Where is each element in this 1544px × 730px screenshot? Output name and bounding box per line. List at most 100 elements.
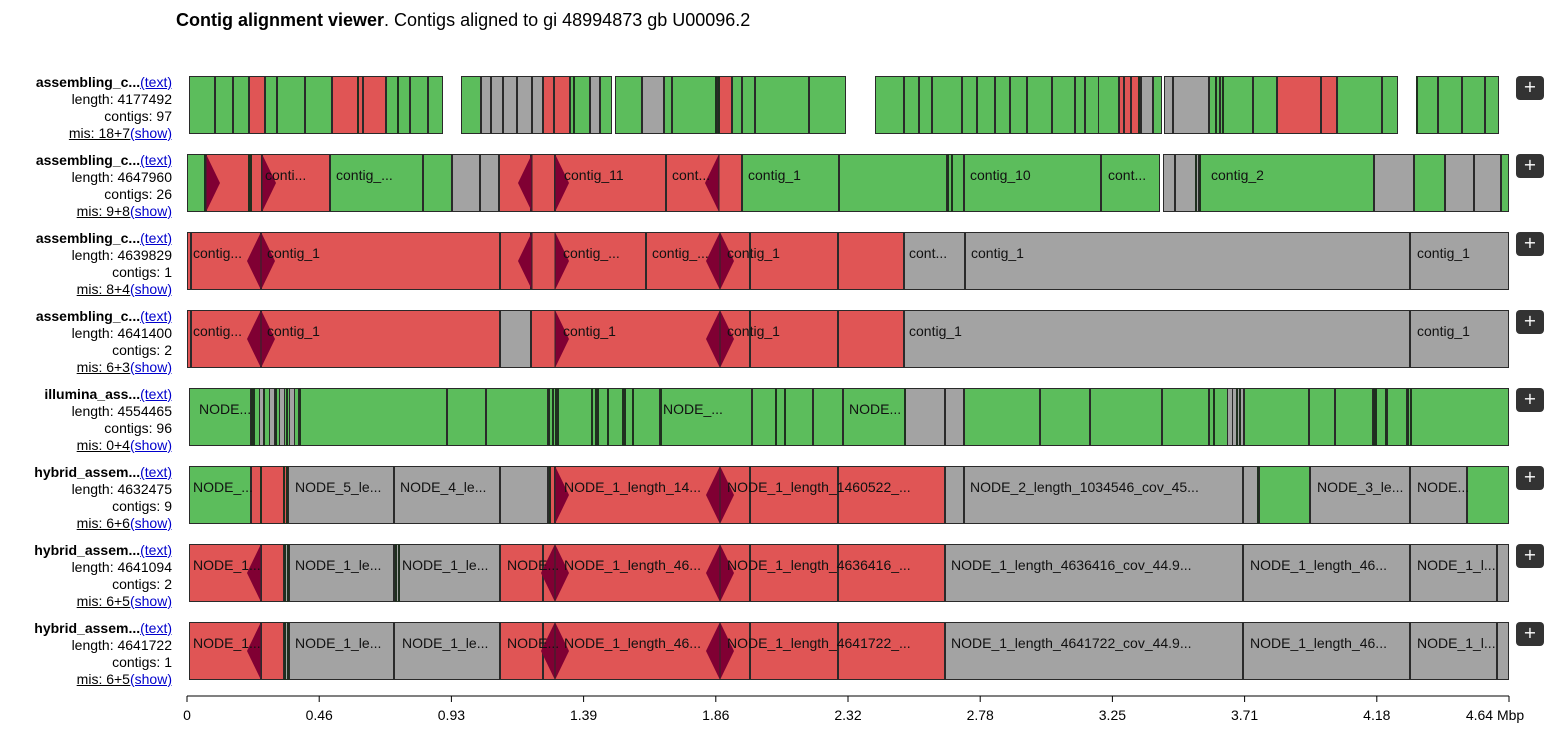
contig-block[interactable] [838, 544, 945, 602]
contig-block[interactable] [503, 76, 517, 134]
contig-block[interactable] [717, 76, 732, 134]
expand-button[interactable]: + [1516, 232, 1544, 256]
contig-block[interactable] [1445, 154, 1474, 212]
expand-button[interactable]: + [1516, 544, 1544, 568]
show-link[interactable]: (show) [129, 515, 172, 531]
contig-block[interactable] [261, 232, 500, 290]
contig-block[interactable] [480, 154, 499, 212]
contig-block[interactable] [277, 76, 305, 134]
contig-block[interactable] [1098, 76, 1119, 134]
contig-block[interactable] [964, 154, 1101, 212]
expand-button[interactable]: + [1516, 466, 1544, 490]
expand-button[interactable]: + [1516, 622, 1544, 646]
contig-block[interactable] [1075, 76, 1085, 134]
contig-block[interactable] [548, 388, 660, 446]
contig-block[interactable] [1497, 622, 1509, 680]
contig-block[interactable] [1414, 154, 1445, 212]
contig-block[interactable] [742, 76, 755, 134]
show-link[interactable]: (show) [129, 671, 172, 687]
contig-block[interactable] [750, 310, 838, 368]
contig-block[interactable] [543, 76, 554, 134]
contig-block[interactable] [785, 388, 813, 446]
contig-block[interactable] [964, 466, 1243, 524]
contig-block[interactable] [742, 154, 839, 212]
misassembly-marker[interactable] [518, 232, 546, 290]
contig-block[interactable] [1173, 76, 1209, 134]
contig-block[interactable] [491, 76, 503, 134]
contig-block[interactable] [838, 466, 945, 524]
contig-block[interactable] [394, 466, 500, 524]
contig-block[interactable] [394, 544, 500, 602]
contig-block[interactable] [555, 154, 666, 212]
contig-block[interactable] [189, 76, 215, 134]
contig-block[interactable] [995, 76, 1010, 134]
contig-block[interactable] [289, 622, 394, 680]
contig-block[interactable] [1374, 154, 1414, 212]
contig-block[interactable] [1382, 76, 1398, 134]
contig-block[interactable] [410, 76, 428, 134]
contig-block[interactable] [461, 76, 481, 134]
contig-block[interactable] [394, 622, 500, 680]
misassembly-marker[interactable] [518, 154, 546, 212]
contig-block[interactable] [262, 154, 330, 212]
contig-block[interactable] [755, 76, 809, 134]
contig-block[interactable] [289, 544, 394, 602]
contig-block[interactable] [1416, 76, 1438, 134]
contig-block[interactable] [838, 310, 904, 368]
contig-block[interactable] [1124, 76, 1131, 134]
contig-block[interactable] [1164, 76, 1173, 134]
misassembly-marker[interactable] [247, 622, 275, 680]
contig-block[interactable] [590, 76, 600, 134]
contig-block[interactable] [1410, 544, 1497, 602]
contig-block[interactable] [646, 232, 750, 290]
contig-block[interactable] [249, 76, 265, 134]
contig-block[interactable] [813, 388, 843, 446]
contig-block[interactable] [1310, 466, 1410, 524]
text-link[interactable]: (text) [140, 620, 172, 636]
contig-block[interactable] [672, 76, 717, 134]
contig-block[interactable] [500, 622, 543, 680]
contig-block[interactable] [843, 388, 905, 446]
contig-block[interactable] [750, 466, 838, 524]
contig-block[interactable] [1467, 466, 1509, 524]
contig-block[interactable] [517, 76, 532, 134]
show-link[interactable]: (show) [129, 437, 172, 453]
contig-block[interactable] [945, 466, 964, 524]
show-link[interactable]: (show) [129, 359, 172, 375]
contig-block[interactable] [964, 388, 1040, 446]
contig-block[interactable] [752, 388, 785, 446]
contig-block[interactable] [1101, 154, 1160, 212]
contig-block[interactable] [261, 310, 500, 368]
contig-block[interactable] [1438, 76, 1462, 134]
show-link[interactable]: (show) [129, 281, 172, 297]
misassembly-marker[interactable] [248, 154, 276, 212]
contig-block[interactable] [664, 76, 672, 134]
contig-block[interactable] [919, 76, 932, 134]
contig-block[interactable] [1119, 76, 1124, 134]
contig-block[interactable] [1253, 76, 1277, 134]
contig-block[interactable] [1497, 544, 1509, 602]
contig-block[interactable] [750, 232, 838, 290]
contig-block[interactable] [1321, 76, 1337, 134]
contig-block[interactable] [977, 76, 995, 134]
text-link[interactable]: (text) [140, 152, 172, 168]
contig-block[interactable] [1410, 466, 1467, 524]
contig-block[interactable] [1090, 388, 1162, 446]
contig-block[interactable] [1410, 622, 1497, 680]
contig-block[interactable] [945, 544, 1243, 602]
contig-block[interactable] [299, 388, 447, 446]
expand-button[interactable]: + [1516, 388, 1544, 412]
contig-block[interactable] [189, 466, 251, 524]
contig-block[interactable] [305, 76, 332, 134]
contig-block[interactable] [838, 232, 904, 290]
contig-block[interactable] [1474, 154, 1501, 212]
text-link[interactable]: (text) [140, 74, 172, 90]
misassembly-marker[interactable] [541, 466, 569, 524]
expand-button[interactable]: + [1516, 76, 1544, 100]
misassembly-marker[interactable] [541, 310, 569, 368]
contig-block[interactable] [500, 310, 531, 368]
contig-block[interactable] [1243, 622, 1410, 680]
contig-block[interactable] [615, 76, 642, 134]
contig-block[interactable] [1153, 76, 1162, 134]
contig-block[interactable] [1410, 232, 1509, 290]
